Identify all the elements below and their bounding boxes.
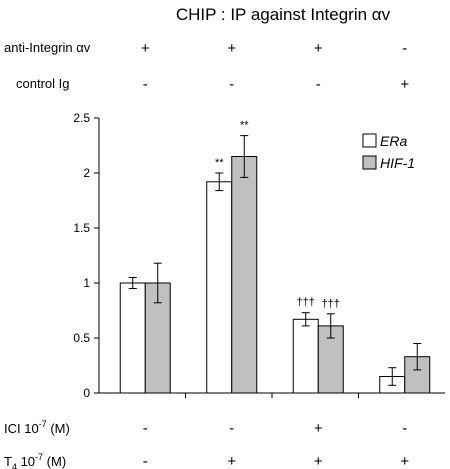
bottom-condition-value: - — [143, 453, 148, 469]
bar-era — [206, 181, 233, 394]
top-condition-value: - — [402, 40, 407, 57]
legend-label-hif1: HIF-1 — [380, 155, 415, 171]
top-condition-label: anti-Integrin αv — [4, 40, 91, 55]
bars — [119, 135, 431, 394]
bottom-condition-value: + — [314, 453, 323, 469]
significance-mark: ** — [240, 120, 249, 132]
bottom-condition-value: + — [400, 453, 409, 469]
top-condition-value: - — [316, 76, 321, 93]
top-conditions-table: anti-Integrin αv + + + - control Ig - - - + — [4, 40, 409, 93]
bottom-condition-value: - — [402, 420, 407, 437]
top-condition-value: + — [141, 40, 150, 57]
t4-label: T4 10-7 (M) — [4, 452, 66, 469]
legend: ERa HIF-1 — [362, 133, 415, 171]
significance-mark: ††† — [297, 297, 315, 309]
top-condition-label: control Ig — [16, 76, 69, 91]
top-condition-value: - — [143, 76, 148, 93]
significance-mark: ** — [215, 157, 224, 169]
bottom-condition-value: - — [229, 420, 234, 437]
top-condition-value: + — [400, 76, 409, 93]
legend-swatch-era — [362, 133, 377, 148]
y-tick-label: 1.5 — [73, 221, 90, 235]
significance-mark: ††† — [322, 298, 340, 310]
y-tick-label: 2.5 — [73, 111, 90, 125]
significance-annotations: ** ** ††† ††† — [215, 120, 340, 310]
bar-hif1 — [231, 156, 258, 394]
bottom-condition-value: - — [143, 420, 148, 437]
top-condition-value: - — [229, 76, 234, 93]
y-axis-ticks: 0 0.5 1 1.5 2 2.5 — [73, 111, 359, 400]
bar-era — [119, 282, 146, 394]
bottom-condition-value: + — [227, 453, 236, 469]
y-tick-label: 1 — [83, 276, 90, 290]
bottom-conditions-table: ICI 10-7 (M) T4 10-7 (M) - - + - - + + + — [4, 419, 409, 469]
chart-title: CHIP : IP against Integrin αv — [176, 5, 391, 24]
y-tick-label: 2 — [83, 166, 90, 180]
bar-era — [292, 318, 319, 394]
legend-label-era: ERa — [380, 133, 407, 149]
y-tick-label: 0.5 — [73, 331, 90, 345]
top-condition-value: + — [314, 40, 323, 57]
bottom-condition-value: + — [314, 420, 323, 437]
legend-swatch-hif1 — [362, 155, 377, 170]
ici-label: ICI 10-7 (M) — [4, 419, 70, 436]
top-condition-value: + — [227, 40, 236, 57]
y-tick-label: 0 — [83, 386, 90, 400]
